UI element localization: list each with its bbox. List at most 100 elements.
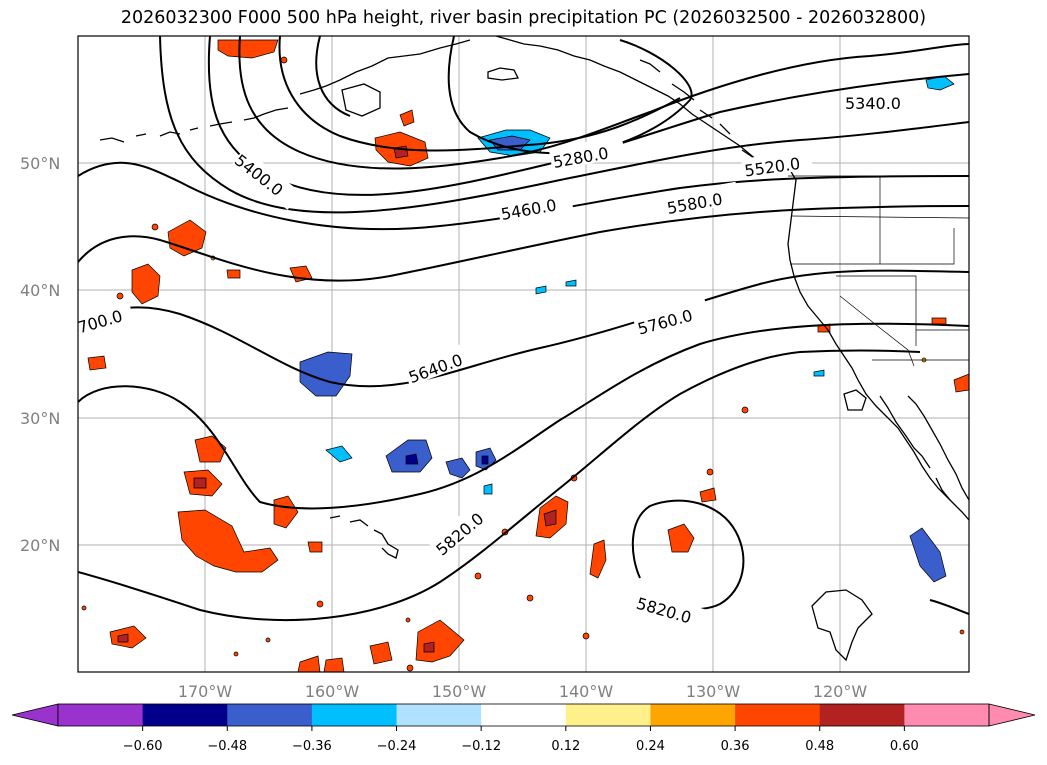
contour-line [929, 599, 969, 615]
colorbar-tick-label: −0.36 [292, 739, 332, 754]
precip-positive-patch [167, 219, 207, 257]
coastline-island-ring [341, 83, 381, 117]
longitude-labels: 170°W 160°W 150°W 140°W 130°W 120°W [178, 682, 868, 701]
precip-positive-core [423, 641, 435, 653]
colorbar-segment [58, 704, 144, 726]
precip-positive-dot [406, 664, 414, 672]
precip-positive-patch [667, 523, 695, 553]
contour-line [78, 322, 969, 510]
lon-label: 150°W [432, 682, 487, 701]
precip-positive-patch [307, 541, 323, 553]
colorbar-segment [396, 704, 482, 726]
contour-line [315, 36, 351, 117]
colorbar-segment [311, 704, 398, 726]
precip-positive-dot [582, 632, 590, 640]
colorbar-tick-label: −0.48 [207, 739, 247, 754]
precip-positive-patch [953, 373, 969, 393]
precip-positive-patch [297, 655, 321, 672]
precip-positive-patch [399, 109, 415, 127]
contour-line [278, 36, 681, 152]
coastline-alaska [299, 36, 763, 165]
colorbar-tick-label: 0.12 [551, 739, 580, 754]
coastline-baja [879, 395, 951, 501]
precip-positive-patch [131, 263, 161, 305]
latitude-labels: 50°N 40°N 30°N 20°N [20, 154, 60, 555]
precip-positive-dot [81, 605, 87, 611]
colorbar-segment [650, 704, 736, 726]
precip-positive-dot [405, 617, 411, 623]
precip-positive-patch [369, 641, 393, 665]
precip-positive-patch [699, 487, 717, 503]
coastline-small-islands [811, 589, 873, 662]
precip-positive-dot [116, 292, 124, 300]
precip-positive-dot [280, 56, 288, 64]
precip-positive-core [543, 509, 557, 527]
precip-negative-patch [813, 369, 825, 377]
lon-label: 170°W [178, 682, 233, 701]
colorbar-tick-label: −0.60 [123, 739, 163, 754]
precip-positive-dot [741, 406, 749, 414]
colorbar: −0.60 −0.48 −0.36 −0.24 −0.12 0.12 0.24 0.36 0.4… [11, 703, 1036, 754]
colorbar-border [57, 703, 990, 727]
coastlines [99, 36, 969, 662]
precip-positive-dot [316, 600, 324, 608]
lon-label: 160°W [305, 682, 360, 701]
precip-negative-patch [481, 455, 489, 465]
contour-line [78, 349, 921, 622]
precip-positive-patch [177, 509, 279, 573]
contour-line [207, 36, 969, 196]
precip-negative-patch [445, 457, 471, 479]
lat-label: 20°N [20, 536, 60, 555]
precip-negative-patch [405, 453, 419, 465]
precip-positive-dot [526, 594, 534, 602]
precip-negative-patch [483, 483, 493, 495]
colorbar-tick-label: 0.48 [805, 739, 834, 754]
colorbar-tick-label: −0.24 [377, 739, 417, 754]
precip-negative-patch [535, 285, 547, 295]
precip-positive-dot [233, 651, 239, 657]
precip-positive-patch [589, 539, 607, 579]
map-frame [77, 35, 970, 673]
colorbar-segment [227, 704, 313, 726]
colorbar-tick-label: 0.24 [636, 739, 665, 754]
height-contours [78, 36, 969, 622]
contour-line [78, 161, 969, 231]
contour-line [78, 205, 969, 282]
colorbar-arrow-left [11, 703, 59, 727]
colorbar-segment [735, 704, 821, 726]
colorbar-segment [142, 704, 228, 726]
lon-label: 130°W [686, 682, 741, 701]
coastline-island-ring [487, 67, 519, 81]
precip-positive-dot [474, 572, 482, 580]
lon-label: 120°W [813, 682, 868, 701]
colorbar-segment [565, 704, 651, 726]
coastline-bc-islands [639, 59, 785, 173]
lat-label: 40°N [20, 281, 60, 300]
precip-negative-patch [565, 279, 577, 287]
colorbar-arrow-right [988, 703, 1036, 727]
precip-positive-patch [931, 317, 947, 325]
precip-positive-patch [323, 657, 345, 672]
colorbar-tick-label: 0.36 [721, 739, 750, 754]
coastline-mainland-mexico [907, 395, 969, 501]
precip-negative-patch [909, 527, 947, 583]
precip-positive-dot [959, 629, 965, 635]
coastline-west-us [787, 169, 969, 521]
colorbar-segment [481, 704, 567, 726]
precip-positive-patch [217, 39, 279, 59]
lat-label: 50°N [20, 154, 60, 173]
precip-positive-core [117, 633, 129, 643]
precip-positive-patch [226, 269, 241, 279]
coastline-aleutians [99, 107, 289, 143]
contour-label: 5340.0 [845, 94, 901, 113]
colorbar-tick-label: −0.12 [461, 739, 501, 754]
colorbar-segment [819, 704, 905, 726]
coastline-hawaii [329, 515, 399, 559]
precip-positive-patch [273, 495, 299, 529]
precip-positive-dot [151, 223, 159, 231]
colorbar-tick-label: 0.60 [890, 739, 919, 754]
precip-positive-dot [706, 468, 714, 476]
precip-positive-patch [87, 355, 107, 371]
map-title: 2026032300 F000 500 hPa height, river ba… [120, 8, 927, 28]
